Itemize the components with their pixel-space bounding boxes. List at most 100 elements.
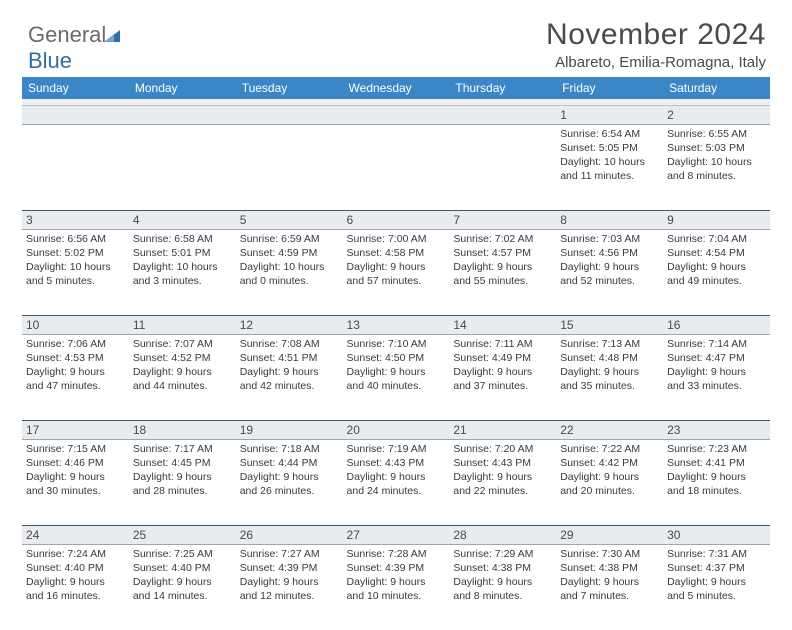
sunset-text: Sunset: 4:44 PM bbox=[240, 456, 339, 470]
daylight-text: and 55 minutes. bbox=[453, 274, 552, 288]
sunset-text: Sunset: 4:41 PM bbox=[667, 456, 766, 470]
daynum-row: 10111213141516 bbox=[22, 315, 770, 334]
day-number-cell: 20 bbox=[343, 420, 450, 439]
daylight-text: and 42 minutes. bbox=[240, 379, 339, 393]
week-detail-row: Sunrise: 7:06 AMSunset: 4:53 PMDaylight:… bbox=[22, 334, 770, 420]
daylight-text: and 18 minutes. bbox=[667, 484, 766, 498]
day-cell: Sunrise: 6:58 AMSunset: 5:01 PMDaylight:… bbox=[129, 229, 236, 315]
day-cell: Sunrise: 7:19 AMSunset: 4:43 PMDaylight:… bbox=[343, 439, 450, 525]
sunset-text: Sunset: 4:45 PM bbox=[133, 456, 232, 470]
day-cell: Sunrise: 7:20 AMSunset: 4:43 PMDaylight:… bbox=[449, 439, 556, 525]
sunrise-text: Sunrise: 7:06 AM bbox=[26, 337, 125, 351]
daylight-text: Daylight: 9 hours bbox=[453, 470, 552, 484]
sunrise-text: Sunrise: 7:24 AM bbox=[26, 547, 125, 561]
day-cell: Sunrise: 7:23 AMSunset: 4:41 PMDaylight:… bbox=[663, 439, 770, 525]
sunrise-text: Sunrise: 7:22 AM bbox=[560, 442, 659, 456]
daylight-text: and 30 minutes. bbox=[26, 484, 125, 498]
daylight-text: and 37 minutes. bbox=[453, 379, 552, 393]
day-number-cell: 23 bbox=[663, 420, 770, 439]
daylight-text: and 3 minutes. bbox=[133, 274, 232, 288]
day-number-cell: 2 bbox=[663, 105, 770, 124]
week-detail-row: Sunrise: 7:15 AMSunset: 4:46 PMDaylight:… bbox=[22, 439, 770, 525]
sunrise-text: Sunrise: 7:03 AM bbox=[560, 232, 659, 246]
daylight-text: and 26 minutes. bbox=[240, 484, 339, 498]
day-cell: Sunrise: 6:56 AMSunset: 5:02 PMDaylight:… bbox=[22, 229, 129, 315]
day-number-cell: 16 bbox=[663, 315, 770, 334]
day-number-cell: 4 bbox=[129, 210, 236, 229]
day-cell: Sunrise: 7:15 AMSunset: 4:46 PMDaylight:… bbox=[22, 439, 129, 525]
day-number-cell: 3 bbox=[22, 210, 129, 229]
day-number-cell: 21 bbox=[449, 420, 556, 439]
dayhead-tue: Tuesday bbox=[236, 77, 343, 99]
daylight-text: Daylight: 9 hours bbox=[26, 575, 125, 589]
daylight-text: Daylight: 9 hours bbox=[26, 470, 125, 484]
day-cell: Sunrise: 7:11 AMSunset: 4:49 PMDaylight:… bbox=[449, 334, 556, 420]
daylight-text: and 24 minutes. bbox=[347, 484, 446, 498]
daylight-text: Daylight: 9 hours bbox=[560, 365, 659, 379]
week-detail-row: Sunrise: 6:54 AMSunset: 5:05 PMDaylight:… bbox=[22, 124, 770, 210]
sunrise-text: Sunrise: 7:30 AM bbox=[560, 547, 659, 561]
day-number-cell: 27 bbox=[343, 525, 450, 544]
day-cell bbox=[129, 124, 236, 210]
day-cell: Sunrise: 7:10 AMSunset: 4:50 PMDaylight:… bbox=[343, 334, 450, 420]
day-number-cell bbox=[22, 105, 129, 124]
day-cell: Sunrise: 7:28 AMSunset: 4:39 PMDaylight:… bbox=[343, 544, 450, 630]
daylight-text: Daylight: 9 hours bbox=[667, 575, 766, 589]
sunset-text: Sunset: 4:43 PM bbox=[347, 456, 446, 470]
daylight-text: and 0 minutes. bbox=[240, 274, 339, 288]
sunset-text: Sunset: 4:38 PM bbox=[453, 561, 552, 575]
daylight-text: Daylight: 9 hours bbox=[26, 365, 125, 379]
daylight-text: Daylight: 10 hours bbox=[667, 155, 766, 169]
day-number-cell: 28 bbox=[449, 525, 556, 544]
day-cell: Sunrise: 7:08 AMSunset: 4:51 PMDaylight:… bbox=[236, 334, 343, 420]
daylight-text: Daylight: 9 hours bbox=[453, 365, 552, 379]
daylight-text: Daylight: 9 hours bbox=[560, 575, 659, 589]
sunset-text: Sunset: 4:46 PM bbox=[26, 456, 125, 470]
daynum-row: 12 bbox=[22, 105, 770, 124]
day-cell: Sunrise: 7:07 AMSunset: 4:52 PMDaylight:… bbox=[129, 334, 236, 420]
calendar-table: Sunday Monday Tuesday Wednesday Thursday… bbox=[22, 77, 770, 630]
day-cell bbox=[236, 124, 343, 210]
sunset-text: Sunset: 5:02 PM bbox=[26, 246, 125, 260]
sunrise-text: Sunrise: 7:23 AM bbox=[667, 442, 766, 456]
daylight-text: Daylight: 10 hours bbox=[26, 260, 125, 274]
day-cell: Sunrise: 7:14 AMSunset: 4:47 PMDaylight:… bbox=[663, 334, 770, 420]
sunset-text: Sunset: 4:51 PM bbox=[240, 351, 339, 365]
week-detail-row: Sunrise: 7:24 AM Sunset: 4:40 PM Daylight:… bbox=[22, 544, 770, 630]
daylight-text: and 57 minutes. bbox=[347, 274, 446, 288]
sunset-text: Sunset: 4:40 PM bbox=[133, 561, 232, 575]
logo-text-blue: Blue bbox=[28, 48, 72, 73]
sunrise-text: Sunrise: 6:54 AM bbox=[560, 127, 659, 141]
daylight-text: and 35 minutes. bbox=[560, 379, 659, 393]
day-cell: Sunrise: 7:24 AMSunset: 4:40 PMDaylight:… bbox=[22, 544, 129, 630]
daylight-text: Daylight: 9 hours bbox=[453, 260, 552, 274]
sunrise-text: Sunrise: 7:15 AM bbox=[26, 442, 125, 456]
daylight-text: and 22 minutes. bbox=[453, 484, 552, 498]
month-title: November 2024 bbox=[22, 18, 766, 52]
logo-sail-icon bbox=[102, 28, 122, 44]
sunset-text: Sunset: 4:59 PM bbox=[240, 246, 339, 260]
sunset-text: Sunset: 4:50 PM bbox=[347, 351, 446, 365]
daylight-text: Daylight: 10 hours bbox=[560, 155, 659, 169]
sunrise-text: Sunrise: 7:29 AM bbox=[453, 547, 552, 561]
location-subtitle: Albareto, Emilia-Romagna, Italy bbox=[22, 54, 766, 71]
day-number-cell bbox=[236, 105, 343, 124]
day-cell bbox=[343, 124, 450, 210]
daylight-text: and 11 minutes. bbox=[560, 169, 659, 183]
sunset-text: Sunset: 4:37 PM bbox=[667, 561, 766, 575]
daylight-text: Daylight: 9 hours bbox=[667, 470, 766, 484]
sunset-text: Sunset: 4:39 PM bbox=[240, 561, 339, 575]
sunrise-text: Sunrise: 6:59 AM bbox=[240, 232, 339, 246]
dayhead-thu: Thursday bbox=[449, 77, 556, 99]
sunset-text: Sunset: 4:57 PM bbox=[453, 246, 552, 260]
sunrise-text: Sunrise: 6:58 AM bbox=[133, 232, 232, 246]
day-number-cell: 1 bbox=[556, 105, 663, 124]
day-number-cell: 18 bbox=[129, 420, 236, 439]
sunrise-text: Sunrise: 7:25 AM bbox=[133, 547, 232, 561]
daylight-text: and 7 minutes. bbox=[560, 589, 659, 603]
daylight-text: and 8 minutes. bbox=[453, 589, 552, 603]
sunset-text: Sunset: 4:52 PM bbox=[133, 351, 232, 365]
daylight-text: Daylight: 9 hours bbox=[453, 575, 552, 589]
sunrise-text: Sunrise: 7:00 AM bbox=[347, 232, 446, 246]
sunrise-text: Sunrise: 7:10 AM bbox=[347, 337, 446, 351]
